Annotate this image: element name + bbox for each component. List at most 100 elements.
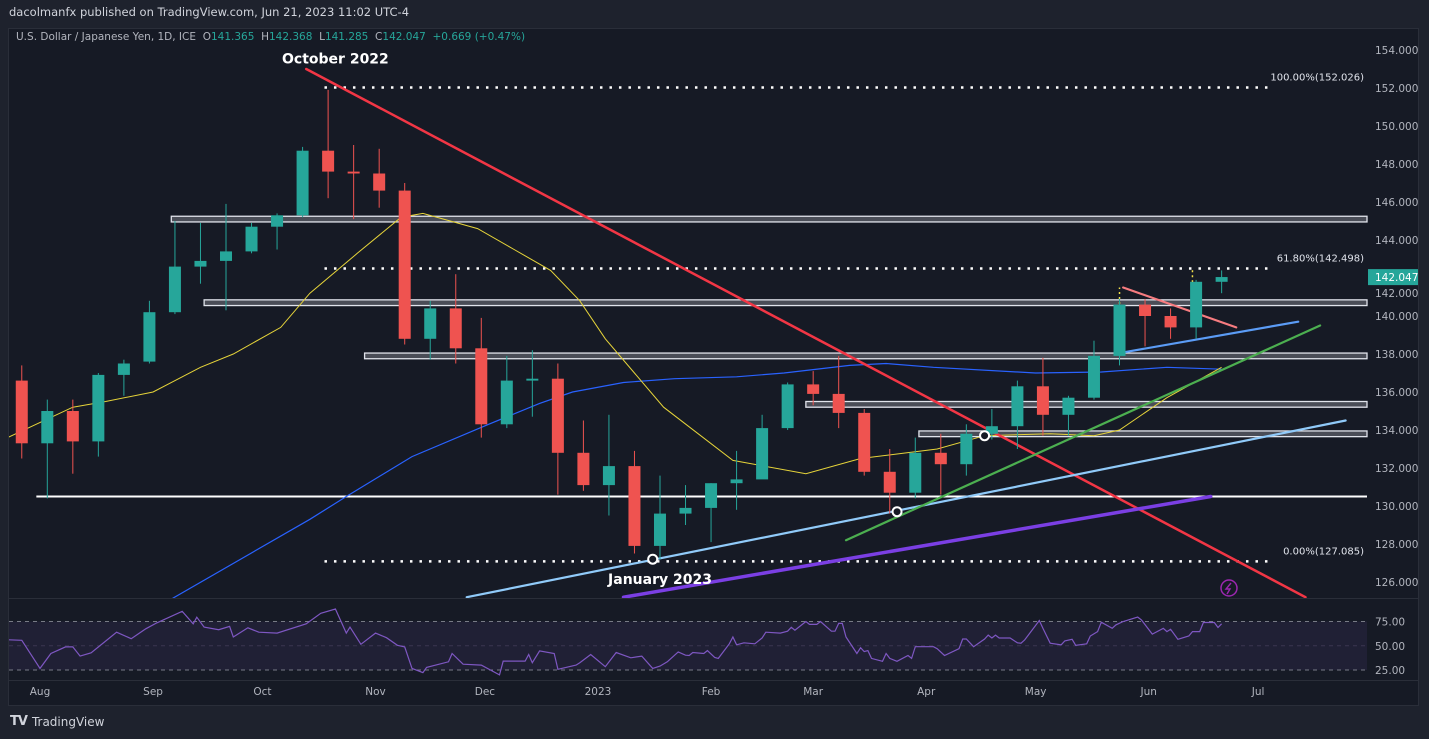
sr-zone <box>918 430 1368 438</box>
open-label: O <box>202 31 211 43</box>
price-tick-label: 144.000 <box>1375 235 1418 247</box>
candle <box>1139 298 1152 347</box>
price-tick-label: 152.000 <box>1375 83 1418 95</box>
candle <box>1087 340 1100 400</box>
price-tick-label: 126.000 <box>1375 577 1418 589</box>
time-tick-label: May <box>1025 686 1047 698</box>
fib-level-label: 61.80%(142.498) <box>1277 254 1364 265</box>
close-value: 142.047 <box>382 31 426 43</box>
pivot-marker <box>891 506 903 518</box>
candle <box>245 222 258 254</box>
candle <box>271 213 284 250</box>
sr-zone <box>203 299 1368 307</box>
candle <box>66 399 79 474</box>
low-label: L <box>319 31 325 43</box>
candle <box>756 414 769 480</box>
candle-body <box>168 266 181 313</box>
rsi-pane[interactable] <box>4 608 1368 676</box>
candle <box>602 414 615 516</box>
time-tick-label: Mar <box>803 686 823 698</box>
candle <box>960 424 973 476</box>
sr-zone <box>363 352 1368 360</box>
sr-zone <box>805 400 1368 408</box>
candle <box>1190 279 1203 339</box>
candle-body <box>66 411 79 442</box>
candle <box>1164 308 1177 339</box>
lightning-icon[interactable] <box>1220 579 1238 597</box>
candle <box>985 409 998 440</box>
candle <box>628 450 641 554</box>
candle-body <box>424 308 437 339</box>
annotation-label: January 2023 <box>607 572 712 588</box>
candle-body <box>296 150 309 216</box>
candle-body <box>909 452 922 493</box>
symbol-legend: U.S. Dollar / Japanese Yen, 1D, ICE O141… <box>16 31 525 43</box>
green-trend-line <box>844 324 1322 542</box>
candle <box>883 449 896 514</box>
pivot-marker <box>979 430 991 442</box>
candle <box>551 363 564 495</box>
sr-zone <box>170 215 1368 223</box>
candle <box>194 222 207 284</box>
candle-body <box>500 380 513 425</box>
candle-body <box>858 412 871 472</box>
candle-body <box>807 384 820 394</box>
candle-body <box>1113 304 1126 356</box>
candle-body <box>92 374 105 442</box>
candle <box>909 437 922 499</box>
candle <box>92 373 105 457</box>
candle <box>832 355 845 429</box>
candle <box>577 420 590 491</box>
price-tick-label: 150.000 <box>1375 121 1418 133</box>
candle <box>730 450 743 510</box>
candle <box>500 355 513 429</box>
rsi-tick-label: 25.00 <box>1375 665 1405 677</box>
candle <box>1036 357 1049 436</box>
candle <box>858 409 871 476</box>
brand-name[interactable]: TradingView <box>31 714 105 729</box>
fib-level-label: 0.00%(127.085) <box>1283 546 1364 557</box>
price-tick-label: 148.000 <box>1375 159 1418 171</box>
tradingview-logo-icon[interactable]: TV <box>10 714 28 729</box>
candle-body <box>781 384 794 429</box>
high-value: 142.368 <box>268 31 313 43</box>
time-tick-label: Sep <box>143 686 163 698</box>
candle-body <box>756 428 769 480</box>
candle <box>1215 270 1228 294</box>
candle <box>653 475 666 560</box>
candle-body <box>985 426 998 434</box>
open-value: 141.365 <box>210 31 255 43</box>
candle-body <box>1036 386 1049 415</box>
candle-body <box>117 363 130 375</box>
price-axis[interactable]: 126.000 128.000 130.000 132.000 134.000 136.0… <box>1368 45 1418 677</box>
candle-body <box>271 215 284 227</box>
price-pane[interactable] <box>4 67 1368 599</box>
candle <box>1113 298 1126 366</box>
candle <box>15 365 28 459</box>
footer: TV TradingView <box>10 714 104 729</box>
candle-body <box>398 190 411 339</box>
rsi-line <box>9 608 1223 676</box>
rsi-tick-label: 50.00 <box>1375 641 1405 653</box>
last-price-label: 142.047 <box>1375 272 1418 284</box>
low-value: 141.285 <box>324 31 369 43</box>
candle <box>41 399 54 499</box>
price-tick-label: 130.000 <box>1375 501 1418 513</box>
time-tick-label: 2023 <box>585 686 612 698</box>
candle <box>705 483 718 543</box>
candle-body <box>526 378 539 381</box>
candle-body <box>705 483 718 508</box>
price-tick-label: 138.000 <box>1375 349 1418 361</box>
candle <box>347 145 360 220</box>
candle-body <box>194 260 207 267</box>
candle-body <box>1190 281 1203 328</box>
candle-body <box>1062 397 1075 415</box>
candle-body <box>1139 304 1152 316</box>
high-label: H <box>261 31 269 43</box>
candle-body <box>628 466 641 546</box>
symbol-name: U.S. Dollar / Japanese Yen, 1D, ICE <box>16 31 196 43</box>
candle <box>296 146 309 218</box>
time-tick-label: Jun <box>1139 686 1156 698</box>
time-axis[interactable]: Aug Sep Oct Nov Dec 2023 Feb Mar Apr May Jun Jul <box>30 686 1265 698</box>
